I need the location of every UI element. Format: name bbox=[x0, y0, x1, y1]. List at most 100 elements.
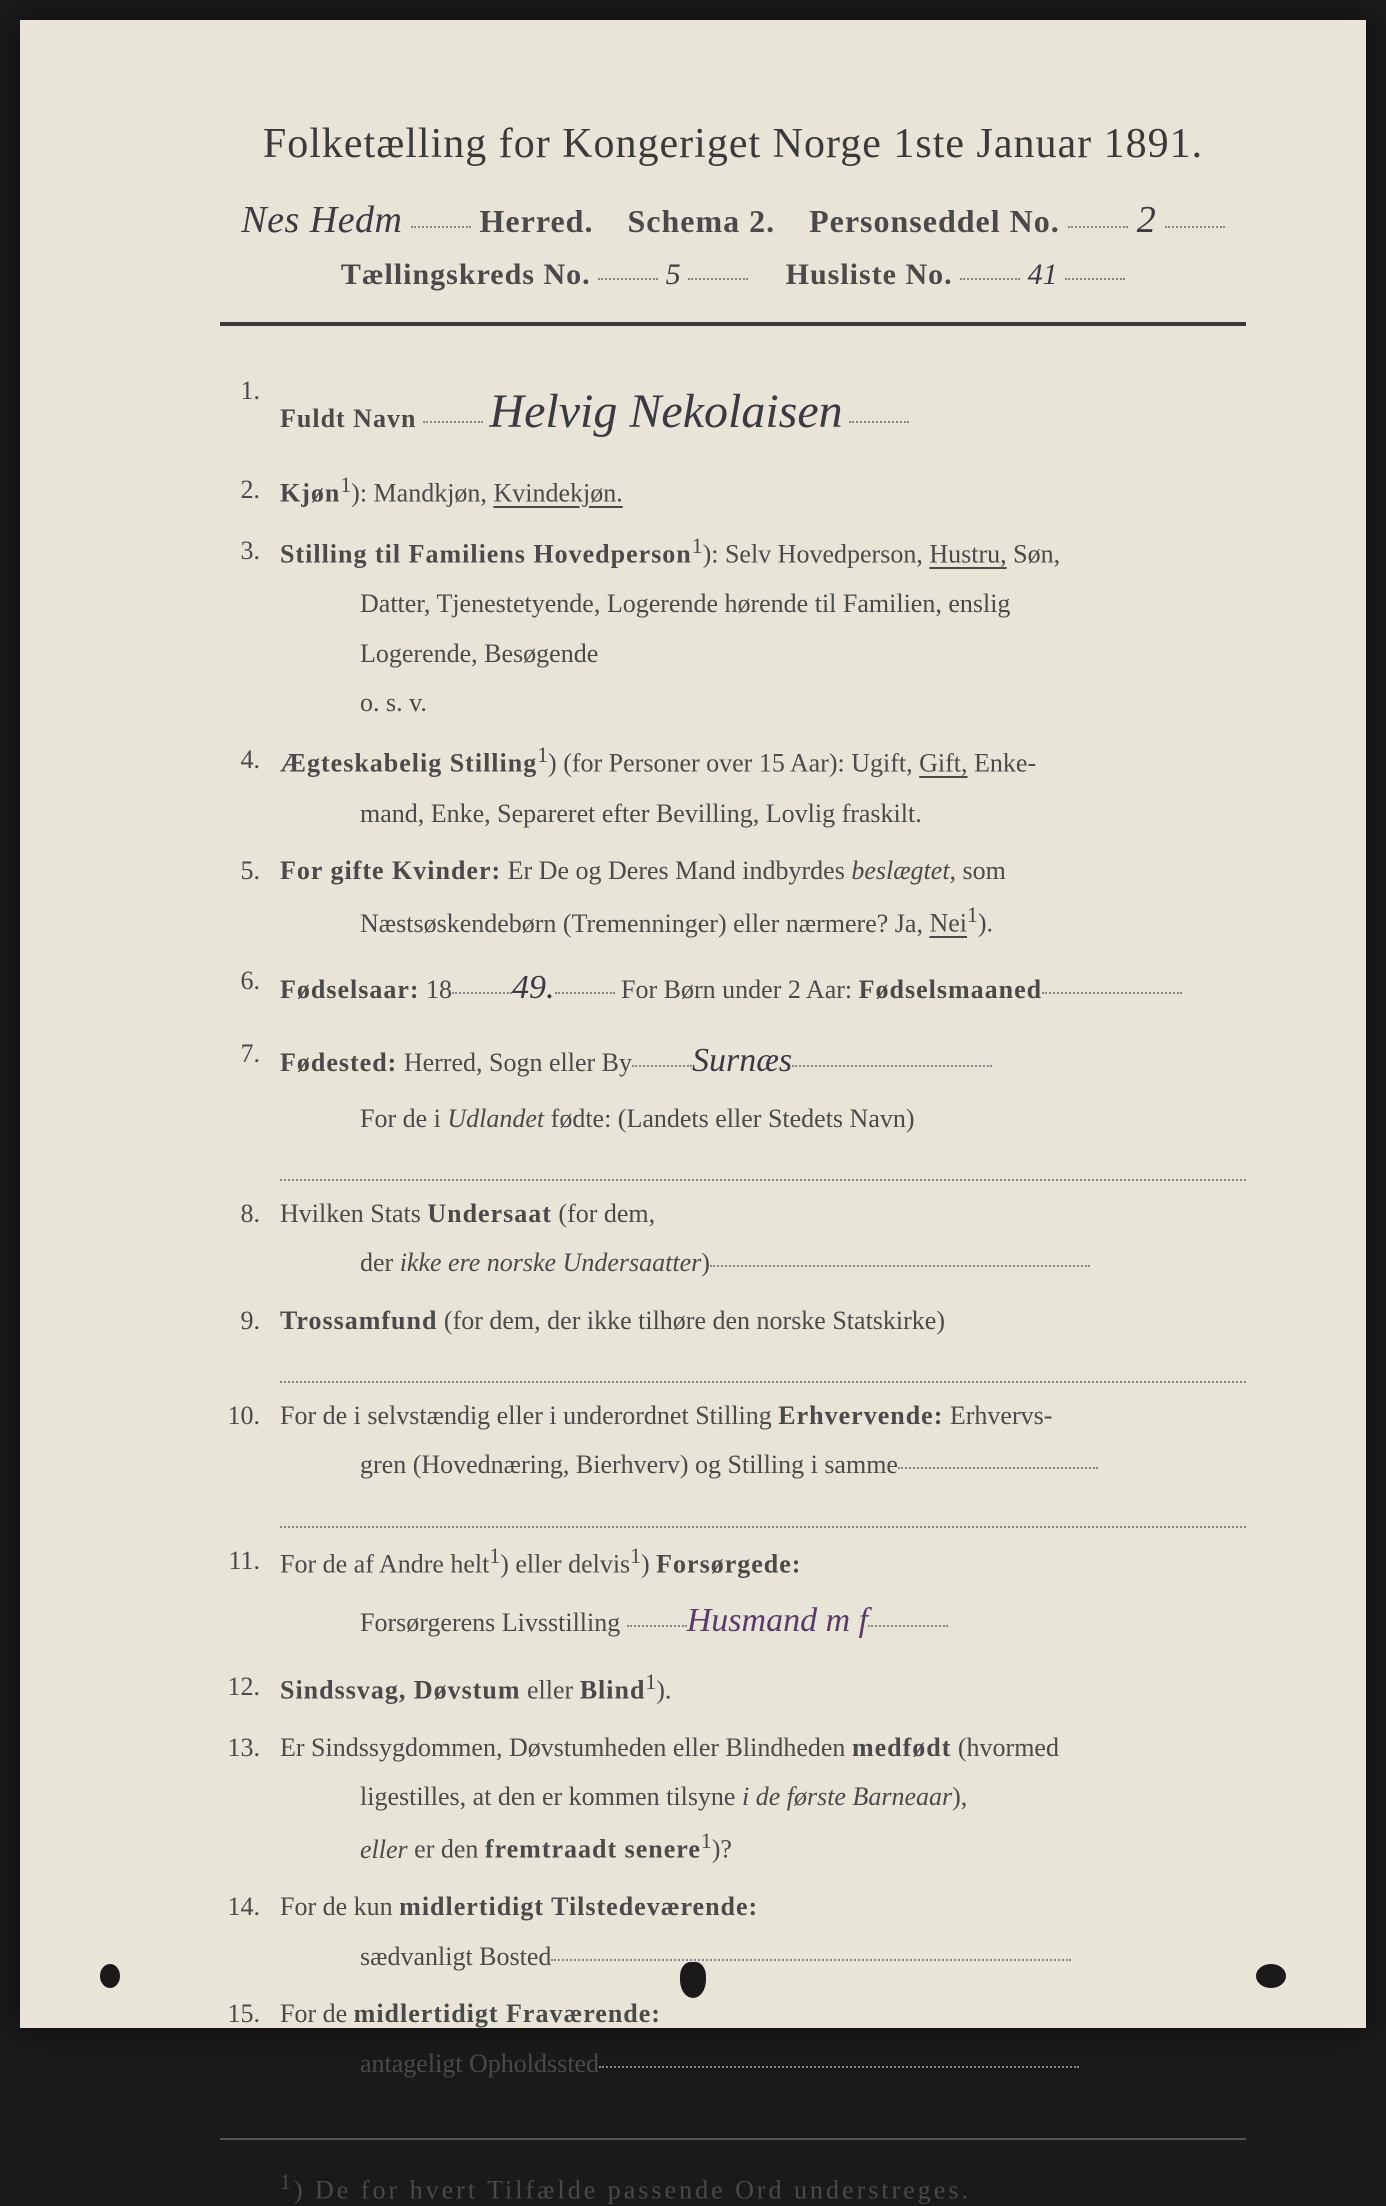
text: For de af Andre helt bbox=[280, 1550, 489, 1579]
place-handwritten: Surnæs bbox=[692, 1042, 792, 1079]
dotted-fill bbox=[598, 278, 658, 280]
text: som bbox=[956, 856, 1006, 885]
text: ). bbox=[656, 1675, 671, 1704]
entry-content: Fuldt Navn Helvig Nekolaisen bbox=[280, 366, 1246, 457]
dotted-fill bbox=[452, 992, 512, 994]
entry-8: 8. Hvilken Stats Undersaat (for dem, der… bbox=[220, 1189, 1246, 1288]
entry-content: For de i selvstændig eller i underordnet… bbox=[280, 1391, 1246, 1490]
text: (for dem, bbox=[552, 1199, 655, 1228]
footnote-marker: 1 bbox=[280, 2170, 294, 2194]
header-line-1: Nes Hedm Herred. Schema 2. Personseddel … bbox=[220, 198, 1246, 242]
text: der bbox=[280, 1248, 400, 1277]
entry-1: 1. Fuldt Navn Helvig Nekolaisen bbox=[220, 366, 1246, 457]
text: For de bbox=[280, 1999, 354, 2028]
bold-text: midlertidigt Fraværende: bbox=[354, 1999, 661, 2028]
text: Enke- bbox=[968, 749, 1037, 778]
divider-bottom bbox=[220, 2138, 1246, 2140]
footnote-ref: 1 bbox=[967, 903, 978, 927]
bold-text: medfødt bbox=[852, 1733, 951, 1762]
text: ): Selv Hovedperson, bbox=[703, 540, 930, 569]
dotted-fill bbox=[868, 1625, 948, 1627]
entry-13: 13. Er Sindssygdommen, Døvstumheden elle… bbox=[220, 1723, 1246, 1875]
entry-6: 6. Fødselsaar: 1849. For Børn under 2 Aa… bbox=[220, 956, 1246, 1021]
text: ligestilles, at den er kommen tilsyne bbox=[280, 1782, 742, 1811]
entry-num: 5. bbox=[220, 846, 280, 895]
dotted-fill bbox=[1165, 226, 1225, 228]
text: Hvilken Stats bbox=[280, 1199, 427, 1228]
entry-4: 4. Ægteskabelig Stilling1) (for Personer… bbox=[220, 735, 1246, 837]
schema-label: Schema 2. bbox=[627, 203, 775, 239]
personseddel-no: 2 bbox=[1137, 198, 1157, 242]
text: (for dem, der ikke tilhøre den norske St… bbox=[437, 1306, 945, 1335]
name-handwritten: Helvig Nekolaisen bbox=[489, 385, 842, 438]
dotted-fill bbox=[411, 226, 471, 228]
entry-num: 1. bbox=[220, 366, 280, 415]
entry-num: 12. bbox=[220, 1662, 280, 1711]
text: Datter, Tjenestetyende, Logerende hørend… bbox=[280, 589, 1010, 618]
footnote-ref: 1 bbox=[701, 1829, 712, 1853]
husliste-no: 41 bbox=[1028, 258, 1058, 292]
text: ) (for Personer over 15 Aar): Ugift, bbox=[548, 749, 919, 778]
label: Stilling til Familiens Hovedperson bbox=[280, 540, 692, 569]
entry-num: 14. bbox=[220, 1882, 280, 1931]
text: sædvanligt Bosted bbox=[280, 1942, 551, 1971]
entry-num: 3. bbox=[220, 526, 280, 575]
text: For de kun bbox=[280, 1892, 399, 1921]
text: Næstsøskendebørn (Tremenninger) eller næ… bbox=[280, 909, 929, 938]
dotted-blank-line bbox=[280, 1151, 1246, 1181]
text: (hvormed bbox=[951, 1733, 1059, 1762]
text: Forsørgerens Livsstilling bbox=[280, 1608, 627, 1637]
census-form-page: Folketælling for Kongeriget Norge 1ste J… bbox=[20, 20, 1366, 2028]
entry-content: Fødselsaar: 1849. For Børn under 2 Aar: … bbox=[280, 956, 1246, 1021]
entry-num: 9. bbox=[220, 1296, 280, 1345]
entry-11: 11. For de af Andre helt1) eller delvis1… bbox=[220, 1536, 1246, 1654]
entry-num: 15. bbox=[220, 1989, 280, 2038]
footnote-ref: 1 bbox=[537, 743, 548, 767]
dotted-fill bbox=[423, 421, 483, 423]
label: Trossamfund bbox=[280, 1306, 437, 1335]
entry-2: 2. Kjøn1): Mandkjøn, Kvindekjøn. bbox=[220, 465, 1246, 518]
text: ) eller delvis bbox=[500, 1550, 630, 1579]
text: eller bbox=[521, 1675, 580, 1704]
entry-content: Trossamfund (for dem, der ikke tilhøre d… bbox=[280, 1296, 1246, 1345]
footnote-text: ) De for hvert Tilfælde passende Ord und… bbox=[294, 2176, 971, 2205]
personseddel-label: Personseddel No. bbox=[809, 203, 1060, 239]
livsstilling-handwritten: Husmand m f bbox=[687, 1602, 868, 1639]
kreds-no: 5 bbox=[666, 258, 681, 292]
herred-label: Herred. bbox=[480, 203, 594, 239]
entry-content: Sindssvag, Døvstum eller Blind1). bbox=[280, 1662, 1246, 1715]
entry-content: Kjøn1): Mandkjøn, Kvindekjøn. bbox=[280, 465, 1246, 518]
footnote-ref: 1 bbox=[340, 473, 351, 497]
text: fødte: (Landets eller Stedets Navn) bbox=[544, 1104, 914, 1133]
dotted-fill bbox=[710, 1265, 1090, 1267]
dotted-fill bbox=[849, 421, 909, 423]
text: Erhvervs- bbox=[943, 1401, 1052, 1430]
text: Herred, Sogn eller By bbox=[397, 1048, 632, 1077]
entry-content: For gifte Kvinder: Er De og Deres Mand i… bbox=[280, 846, 1246, 948]
dotted-fill bbox=[898, 1467, 1098, 1469]
dotted-fill bbox=[960, 278, 1020, 280]
entry-9: 9. Trossamfund (for dem, der ikke tilhør… bbox=[220, 1296, 1246, 1345]
text: )? bbox=[712, 1835, 732, 1864]
footnote-ref: 1 bbox=[630, 1544, 641, 1568]
text: o. s. v. bbox=[280, 688, 427, 717]
label: Fødselsaar: bbox=[280, 975, 420, 1004]
dotted-fill bbox=[1068, 226, 1128, 228]
entry-content: Stilling til Familiens Hovedperson1): Se… bbox=[280, 526, 1246, 727]
italic-text: ikke ere norske Undersaatter bbox=[400, 1248, 702, 1277]
italic-text: eller bbox=[280, 1835, 408, 1864]
selected-value: Hustru, bbox=[929, 540, 1006, 569]
text: For de i selvstændig eller i underordnet… bbox=[280, 1401, 778, 1430]
dotted-fill bbox=[632, 1065, 692, 1067]
page-title: Folketælling for Kongeriget Norge 1ste J… bbox=[220, 120, 1246, 168]
ink-spot bbox=[1256, 1964, 1286, 1988]
year-handwritten: 49. bbox=[512, 969, 555, 1006]
dotted-fill bbox=[1065, 278, 1125, 280]
divider-top bbox=[220, 322, 1246, 326]
label: Fødested: bbox=[280, 1048, 397, 1077]
selected-value: Kvindekjøn. bbox=[493, 479, 622, 508]
text: For Børn under 2 Aar: bbox=[615, 975, 859, 1004]
entry-12: 12. Sindssvag, Døvstum eller Blind1). bbox=[220, 1662, 1246, 1715]
text: Er De og Deres Mand indbyrdes bbox=[501, 856, 851, 885]
header-line-2: Tællingskreds No. 5 Husliste No. 41 bbox=[220, 258, 1246, 292]
